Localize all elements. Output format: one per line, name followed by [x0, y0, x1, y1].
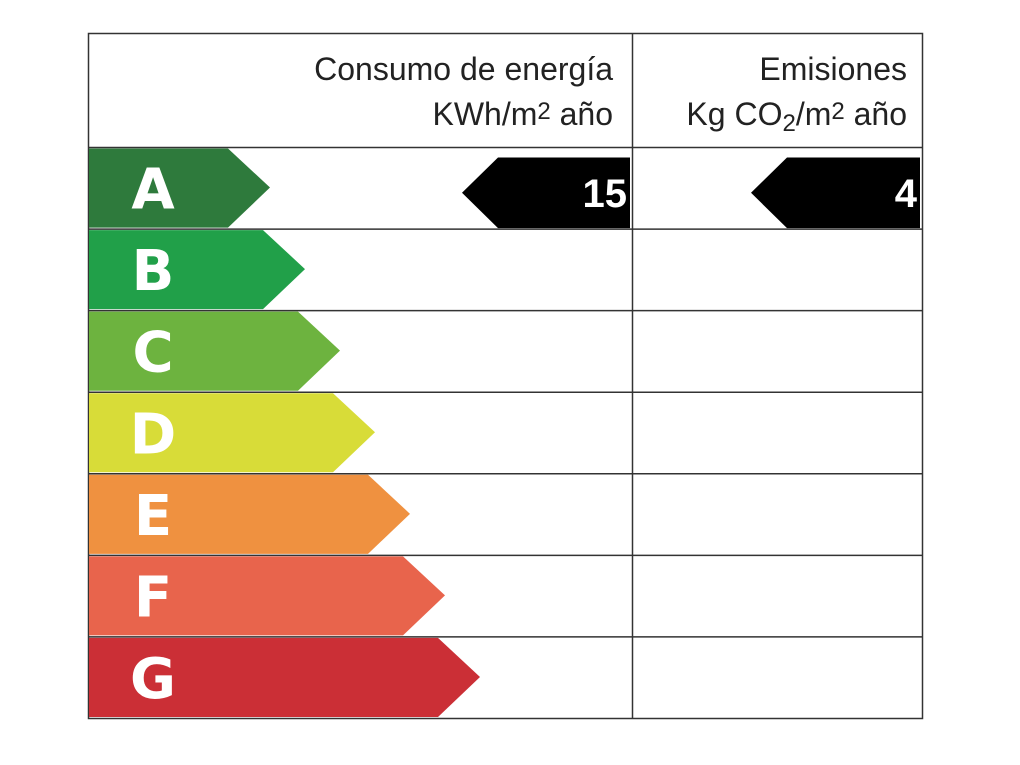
unit-part: año	[551, 96, 613, 132]
rating-pointer	[462, 157, 630, 229]
rating-arrow	[89, 393, 375, 473]
rating-letter: C	[132, 321, 173, 386]
table-border	[87, 32, 924, 720]
rating-value: 15	[583, 172, 628, 216]
unit-part: KWh/m	[432, 96, 537, 132]
rating-letter: A	[131, 158, 175, 223]
rating-arrow	[89, 148, 270, 228]
rating-value: 4	[895, 172, 918, 216]
rating-pointer	[751, 157, 920, 229]
emissions-unit: Kg CO2/m2 año	[686, 96, 907, 137]
unit-part: /m	[796, 96, 832, 132]
unit-part: año	[845, 96, 907, 132]
rating-letter: B	[132, 239, 175, 304]
rating-letter: F	[134, 565, 172, 630]
rating-arrow	[89, 637, 480, 717]
energy-title: Consumo de energía	[314, 51, 613, 87]
rating-arrow	[89, 474, 410, 554]
energy-unit: KWh/m2 año	[432, 96, 613, 132]
emissions-title: Emisiones	[759, 51, 907, 87]
rating-arrow	[89, 556, 445, 636]
rating-letter: D	[130, 402, 176, 467]
rating-arrow	[89, 311, 340, 391]
unit-sup: 2	[537, 98, 550, 125]
rating-arrow	[89, 230, 305, 310]
unit-part: Kg CO	[686, 96, 782, 132]
unit-sub: 2	[782, 110, 795, 137]
rating-letter: E	[134, 484, 172, 549]
unit-sup: 2	[831, 98, 844, 125]
rating-letter: G	[130, 647, 176, 712]
